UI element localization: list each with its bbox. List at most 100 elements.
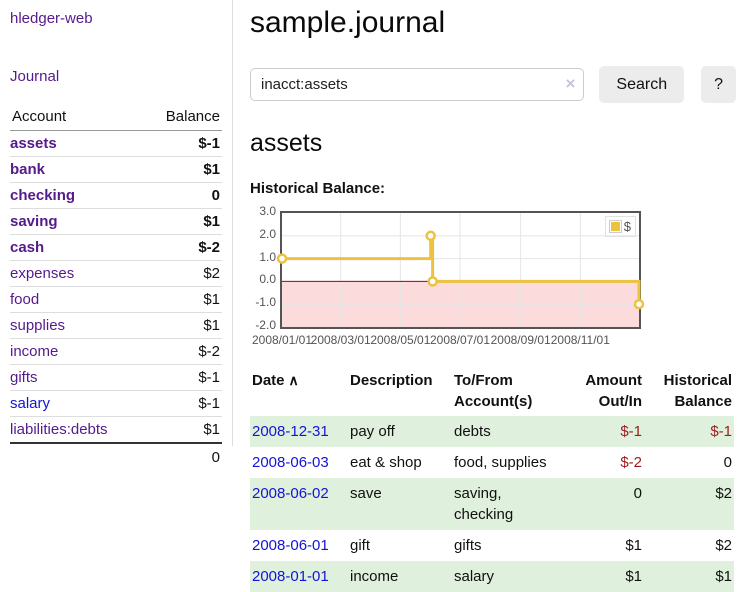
transaction-amount: $1: [625, 568, 642, 585]
register-row: 2008-06-01 gift gifts $1 $2: [250, 530, 734, 561]
transaction-balance: $2: [715, 537, 732, 554]
account-link[interactable]: liabilities:debts: [10, 421, 108, 438]
search-input[interactable]: [250, 68, 585, 101]
register-table-body: 2008-12-31 pay off debts $-1 $-1 2008-06-03 ea…: [250, 416, 734, 592]
accounts-total-row: 0: [10, 443, 222, 470]
y-tick-label: 2.0: [259, 226, 276, 241]
account-balance: $-2: [142, 234, 222, 261]
x-tick-label: 2008/05/01: [370, 333, 431, 347]
transaction-date-link[interactable]: 2008-06-02: [252, 485, 329, 502]
transaction-balance: 0: [723, 454, 732, 471]
x-tick-label: 2008/09/01: [490, 333, 551, 347]
search-form: × Search ?: [250, 66, 736, 103]
register-header-date[interactable]: Date ∧: [250, 368, 348, 416]
account-balance: $-2: [142, 338, 222, 365]
transaction-accounts: salary: [454, 568, 495, 585]
sort-asc-icon: ∧: [288, 372, 299, 388]
transaction-accounts: debts: [454, 423, 491, 440]
y-tick-label: 0.0: [259, 272, 276, 287]
transaction-date-link[interactable]: 2008-12-31: [252, 423, 329, 440]
accounts-header-balance: Balance: [142, 106, 222, 131]
account-link[interactable]: salary: [10, 395, 51, 412]
transaction-description: save: [350, 485, 382, 502]
x-tick-label: 2008/11/01: [550, 333, 610, 347]
accounts-table-body: assets $-1 bank $1 checking 0 saving $1 cash $-2 e…: [10, 130, 222, 471]
transaction-amount: 0: [633, 485, 642, 502]
account-row: bank $1: [10, 156, 222, 183]
historical-balance-chart: $ 3.0 2.0 1.0 0.0 -1.0 -2.0 2008/01/01 2008/03…: [250, 204, 670, 348]
account-row: supplies $1: [10, 312, 222, 339]
account-link[interactable]: assets: [10, 135, 57, 152]
account-row: cash $-2: [10, 234, 222, 261]
transaction-balance: $1: [715, 568, 732, 585]
register-table: Date ∧ Description To/From Account(s) Amo…: [250, 368, 734, 592]
transaction-date-link[interactable]: 2008-06-01: [252, 537, 329, 554]
account-row: salary $-1: [10, 390, 222, 417]
x-tick-label: 2008/07/01: [429, 333, 491, 347]
account-balance: $-1: [142, 390, 222, 417]
help-button[interactable]: ?: [701, 66, 736, 103]
transaction-accounts: food, supplies: [454, 454, 547, 471]
account-balance: $-1: [142, 130, 222, 157]
search-button[interactable]: Search: [599, 66, 685, 103]
transaction-date-link[interactable]: 2008-06-03: [252, 454, 329, 471]
account-balance: $1: [142, 286, 222, 313]
account-link[interactable]: saving: [10, 213, 58, 230]
transaction-date-link[interactable]: 2008-01-01: [252, 568, 329, 585]
transaction-amount: $-2: [620, 454, 642, 471]
accounts-header-account: Account: [10, 106, 143, 131]
register-header-accounts: To/From Account(s): [454, 372, 533, 410]
account-balance: 0: [142, 182, 222, 209]
account-row: gifts $-1: [10, 364, 222, 391]
account-link[interactable]: food: [10, 291, 40, 308]
balance-chart-plot[interactable]: $: [276, 211, 645, 329]
accounts-table: Account Balance assets $-1 bank $1 checking 0…: [10, 106, 222, 470]
transaction-amount: $1: [625, 537, 642, 554]
transaction-accounts: gifts: [454, 537, 482, 554]
sidebar: hledger-web Journal Account Balance asse…: [0, 0, 233, 466]
chart-canvas[interactable]: [276, 213, 645, 327]
account-link[interactable]: income: [10, 343, 59, 360]
search-box: ×: [250, 68, 585, 101]
register-row: 2008-01-01 income salary $1 $1: [250, 561, 734, 592]
main-content: sample.journal × Search ? assets Histori…: [250, 0, 736, 592]
x-tick-label: 2008/03/01: [310, 333, 371, 347]
account-balance: $1: [142, 416, 222, 444]
account-link[interactable]: expenses: [10, 265, 75, 282]
account-row: expenses $2: [10, 260, 222, 287]
y-tick-label: -1.0: [255, 295, 276, 310]
account-link[interactable]: supplies: [10, 317, 66, 334]
account-row: checking 0: [10, 182, 222, 209]
register-row: 2008-06-03 eat & shop food, supplies $-2 0: [250, 447, 734, 478]
account-balance: $1: [142, 208, 222, 235]
chart-legend: $: [604, 216, 636, 237]
account-link[interactable]: checking: [10, 187, 76, 204]
register-header-amount: Amount Out/In: [585, 372, 642, 410]
register-row: 2008-06-02 save saving, checking 0 $2: [250, 478, 734, 530]
account-heading: assets: [250, 129, 323, 157]
account-balance: $2: [142, 260, 222, 287]
clear-search-icon[interactable]: ×: [565, 74, 576, 93]
account-row: liabilities:debts $1: [10, 416, 222, 444]
transaction-amount: $-1: [620, 423, 642, 440]
account-row: food $1: [10, 286, 222, 313]
account-link[interactable]: cash: [10, 239, 45, 256]
app-title-link[interactable]: hledger-web: [10, 10, 93, 27]
register-header-balance: Historical Balance: [663, 372, 732, 410]
register-row: 2008-12-31 pay off debts $-1 $-1: [250, 416, 734, 447]
register-header-description: Description: [350, 372, 433, 389]
accounts-total: 0: [211, 449, 220, 466]
account-link[interactable]: bank: [10, 161, 46, 178]
sidebar-item-journal[interactable]: Journal: [10, 68, 60, 85]
account-row: saving $1: [10, 208, 222, 235]
legend-label: $: [623, 219, 631, 234]
legend-swatch-icon: [608, 220, 622, 233]
y-tick-label: 3.0: [259, 204, 276, 218]
account-balance: $1: [142, 312, 222, 339]
transaction-description: income: [350, 568, 399, 585]
y-tick-label: 1.0: [259, 249, 276, 264]
transaction-description: eat & shop: [350, 454, 422, 471]
date-header-label: Date: [252, 372, 285, 389]
page-title: sample.journal: [250, 6, 446, 39]
account-link[interactable]: gifts: [10, 369, 38, 386]
